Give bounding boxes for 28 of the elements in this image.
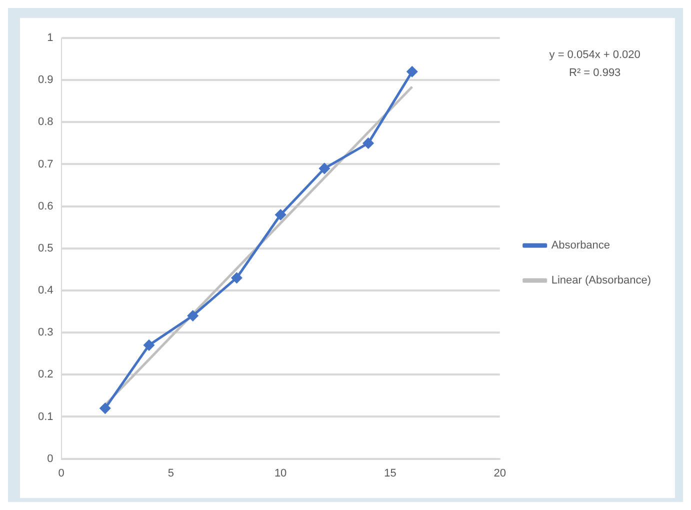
point [363,138,374,148]
y-tick-label: 0.2 [38,368,54,381]
x-tick-label: 15 [384,467,396,480]
y-tick-label: 0.1 [38,410,54,423]
x-tick-label: 20 [494,467,506,480]
text: y = 0.054x + 0.020 [549,49,640,61]
y-tick-label: 0.9 [38,74,54,86]
point [144,340,154,350]
point [319,163,330,174]
y-tick-label: 0.3 [38,326,54,339]
point [188,310,198,321]
x-tick-label: 0 [58,467,64,480]
point [231,272,242,284]
point [406,66,418,77]
x-tick-label: 5 [168,467,174,480]
y-tick-label: 0.4 [38,284,54,297]
y-tick-label: 0.8 [38,116,54,128]
y-tick-label: 0 [47,452,54,465]
legend-label: Absorbance [551,240,610,252]
x-tick-label: 10 [274,467,287,480]
point [100,403,110,414]
text: R² = 0.993 [569,67,621,79]
y-tick-label: 0.7 [38,158,54,170]
y-tick-label: 0.5 [38,242,54,254]
y-tick-label: 0.6 [38,200,54,212]
y-tick-label: 1 [47,32,54,44]
point [275,209,286,220]
legend-label: Linear (Absorbance) [551,274,652,287]
